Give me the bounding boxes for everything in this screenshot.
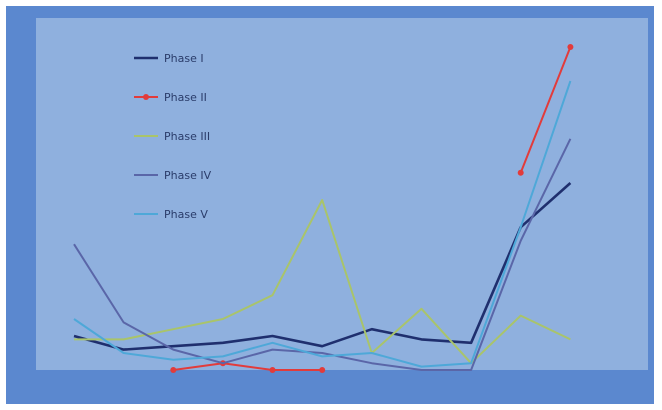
series-4	[73, 138, 572, 371]
legend-marker	[143, 94, 149, 100]
series-line	[73, 138, 572, 371]
series-5	[73, 80, 572, 368]
legend-entry: Phase IV	[134, 169, 212, 182]
line-chart: Phase I Phase II Phase III Phase IV Phase V	[36, 18, 648, 373]
series-line	[74, 199, 571, 365]
legend-entry: Phase I	[134, 52, 204, 65]
series-line	[519, 46, 572, 174]
data-point	[319, 367, 326, 373]
data-point	[517, 169, 524, 176]
legend-label: Phase II	[164, 91, 207, 104]
legend-entry: Phase II	[134, 91, 207, 104]
series-line	[173, 362, 323, 371]
legend-entry: Phase V	[134, 208, 208, 221]
legend-label: Phase V	[164, 208, 208, 221]
series-layer	[73, 44, 574, 373]
legend-entry: Phase III	[134, 130, 210, 143]
legend-label: Phase III	[164, 130, 210, 143]
data-point	[567, 44, 574, 50]
legend-label: Phase I	[164, 52, 204, 65]
series-line	[73, 80, 572, 368]
chart-frame: Phase I Phase II Phase III Phase IV Phase V	[6, 6, 654, 404]
legend-label: Phase IV	[164, 169, 212, 182]
series-1	[73, 182, 572, 351]
series-2	[170, 44, 574, 373]
data-point	[170, 367, 177, 373]
data-point	[269, 367, 276, 373]
series-line	[73, 182, 572, 351]
legend: Phase I Phase II Phase III Phase IV Phase V	[134, 52, 212, 221]
series-3	[74, 199, 571, 365]
plot-area	[36, 18, 648, 370]
